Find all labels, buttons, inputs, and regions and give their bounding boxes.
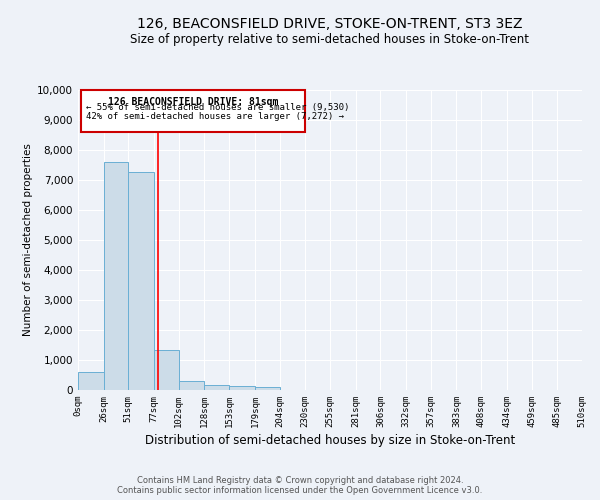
- Y-axis label: Number of semi-detached properties: Number of semi-detached properties: [23, 144, 33, 336]
- Text: 42% of semi-detached houses are larger (7,272) →: 42% of semi-detached houses are larger (…: [86, 112, 344, 121]
- Bar: [154, 350, 179, 390]
- Bar: [205, 385, 229, 390]
- Text: ← 55% of semi-detached houses are smaller (9,530): ← 55% of semi-detached houses are smalle…: [86, 103, 349, 112]
- Bar: [255, 387, 280, 390]
- Bar: [78, 372, 104, 390]
- Bar: [229, 386, 255, 390]
- Text: 126, BEACONSFIELD DRIVE, STOKE-ON-TRENT, ST3 3EZ: 126, BEACONSFIELD DRIVE, STOKE-ON-TRENT,…: [137, 18, 523, 32]
- Text: Size of property relative to semi-detached houses in Stoke-on-Trent: Size of property relative to semi-detach…: [131, 32, 530, 46]
- Text: 126 BEACONSFIELD DRIVE: 81sqm: 126 BEACONSFIELD DRIVE: 81sqm: [108, 96, 278, 106]
- Bar: [104, 162, 128, 390]
- Bar: [179, 381, 205, 390]
- X-axis label: Distribution of semi-detached houses by size in Stoke-on-Trent: Distribution of semi-detached houses by …: [145, 434, 515, 447]
- Bar: [128, 172, 154, 390]
- FancyBboxPatch shape: [81, 90, 305, 132]
- Text: Contains HM Land Registry data © Crown copyright and database right 2024.
Contai: Contains HM Land Registry data © Crown c…: [118, 476, 482, 495]
